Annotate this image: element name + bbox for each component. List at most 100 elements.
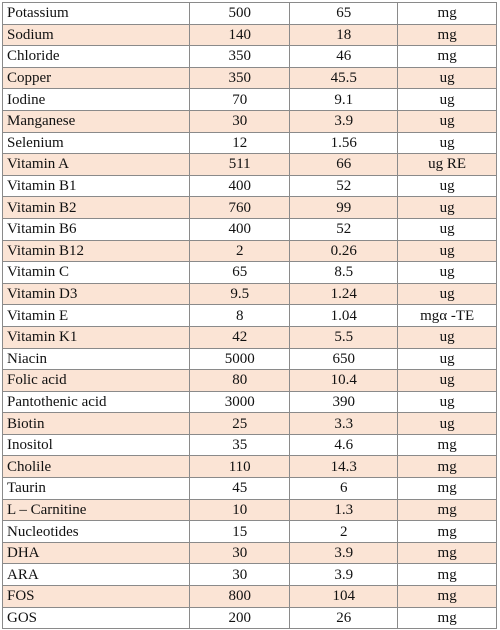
nutrient-name-cell: Sodium bbox=[1, 23, 191, 47]
amount-value-cell: 70 bbox=[189, 88, 291, 111]
per-100-value-cell: 1.56 bbox=[289, 131, 399, 155]
table-row: Manganese 30 3.9 ug bbox=[1, 109, 497, 133]
per-100-value-cell: 650 bbox=[289, 347, 399, 371]
nutrient-name-cell: Nucleotides bbox=[1, 520, 191, 543]
per-100-value-cell: 1.3 bbox=[289, 498, 399, 522]
amount-value-cell: 511 bbox=[189, 153, 291, 176]
nutrient-name-cell: Vitamin D3 bbox=[1, 282, 191, 306]
amount-value-cell: 2 bbox=[189, 239, 291, 263]
nutrient-name-cell: Folic acid bbox=[1, 369, 191, 392]
unit-cell: mg bbox=[397, 563, 497, 587]
nutrient-name-cell: Vitamin A bbox=[1, 153, 191, 176]
per-100-value-cell: 18 bbox=[289, 23, 399, 47]
table-row: Pantothenic acid 3000 390 ug bbox=[1, 390, 497, 414]
table-row: FOS 800 104 mg bbox=[1, 585, 497, 608]
unit-cell: mg bbox=[397, 477, 497, 500]
amount-value-cell: 10 bbox=[189, 498, 291, 522]
unit-cell: mg bbox=[397, 433, 497, 457]
amount-value-cell: 5000 bbox=[189, 347, 291, 371]
table-row: Vitamin B1 400 52 ug bbox=[1, 174, 497, 198]
amount-value-cell: 350 bbox=[189, 45, 291, 68]
amount-value-cell: 30 bbox=[189, 109, 291, 133]
amount-value-cell: 400 bbox=[189, 217, 291, 241]
amount-value-cell: 9.5 bbox=[189, 282, 291, 306]
nutrient-name-cell: Cholile bbox=[1, 455, 191, 479]
per-100-value-cell: 66 bbox=[289, 153, 399, 176]
nutrient-name-cell: Vitamin K1 bbox=[1, 325, 191, 349]
per-100-value-cell: 10.4 bbox=[289, 369, 399, 392]
table-row: Inositol 35 4.6 mg bbox=[1, 433, 497, 457]
per-100-value-cell: 104 bbox=[289, 585, 399, 608]
amount-value-cell: 500 bbox=[189, 2, 291, 25]
table-row: Chloride 350 46 mg bbox=[1, 45, 497, 68]
table-row: L – Carnitine 10 1.3 mg bbox=[1, 498, 497, 522]
nutrient-name-cell: Chloride bbox=[1, 45, 191, 68]
per-100-value-cell: 52 bbox=[289, 174, 399, 198]
amount-value-cell: 15 bbox=[189, 520, 291, 543]
nutrient-name-cell: Vitamin B12 bbox=[1, 239, 191, 263]
unit-cell: ug bbox=[397, 369, 497, 392]
amount-value-cell: 45 bbox=[189, 477, 291, 500]
nutrient-name-cell: L – Carnitine bbox=[1, 498, 191, 522]
table-row: Vitamin A 511 66 ug RE bbox=[1, 153, 497, 176]
table-row: DHA 30 3.9 mg bbox=[1, 541, 497, 565]
per-100-value-cell: 3.9 bbox=[289, 563, 399, 587]
unit-cell: mg bbox=[397, 541, 497, 565]
unit-cell: ug bbox=[397, 390, 497, 414]
nutrient-name-cell: Inositol bbox=[1, 433, 191, 457]
nutrient-name-cell: DHA bbox=[1, 541, 191, 565]
amount-value-cell: 35 bbox=[189, 433, 291, 457]
unit-cell: mg bbox=[397, 23, 497, 47]
table-row: Copper 350 45.5 ug bbox=[1, 66, 497, 90]
table-row: Vitamin K1 42 5.5 ug bbox=[1, 325, 497, 349]
table-row: Vitamin D3 9.5 1.24 ug bbox=[1, 282, 497, 306]
table-row: Vitamin B2 760 99 ug bbox=[1, 196, 497, 219]
per-100-value-cell: 3.3 bbox=[289, 412, 399, 435]
nutrient-name-cell: Vitamin E bbox=[1, 304, 191, 327]
table-row: ARA 30 3.9 mg bbox=[1, 563, 497, 587]
nutrient-name-cell: Vitamin B2 bbox=[1, 196, 191, 219]
unit-cell: mg bbox=[397, 455, 497, 479]
per-100-value-cell: 2 bbox=[289, 520, 399, 543]
amount-value-cell: 760 bbox=[189, 196, 291, 219]
nutrient-name-cell: Vitamin B1 bbox=[1, 174, 191, 198]
unit-cell: ug bbox=[397, 325, 497, 349]
table-row: Cholile 110 14.3 mg bbox=[1, 455, 497, 479]
nutrient-name-cell: Niacin bbox=[1, 347, 191, 371]
per-100-value-cell: 46 bbox=[289, 45, 399, 68]
unit-cell: ug bbox=[397, 196, 497, 219]
unit-cell: ug bbox=[397, 174, 497, 198]
unit-cell: ug bbox=[397, 109, 497, 133]
nutrient-name-cell: Biotin bbox=[1, 412, 191, 435]
per-100-value-cell: 9.1 bbox=[289, 88, 399, 111]
table-row: Selenium 12 1.56 ug bbox=[1, 131, 497, 155]
table-row: Vitamin E 8 1.04 mgα -TE bbox=[1, 304, 497, 327]
nutrient-name-cell: Pantothenic acid bbox=[1, 390, 191, 414]
unit-cell: ug bbox=[397, 239, 497, 263]
per-100-value-cell: 5.5 bbox=[289, 325, 399, 349]
nutrient-name-cell: Potassium bbox=[1, 2, 191, 25]
nutrient-name-cell: ARA bbox=[1, 563, 191, 587]
per-100-value-cell: 390 bbox=[289, 390, 399, 414]
per-100-value-cell: 0.26 bbox=[289, 239, 399, 263]
amount-value-cell: 25 bbox=[189, 412, 291, 435]
table-row: Taurin 45 6 mg bbox=[1, 477, 497, 500]
table-row: Vitamin B12 2 0.26 ug bbox=[1, 239, 497, 263]
per-100-value-cell: 99 bbox=[289, 196, 399, 219]
amount-value-cell: 3000 bbox=[189, 390, 291, 414]
unit-cell: mg bbox=[397, 498, 497, 522]
per-100-value-cell: 14.3 bbox=[289, 455, 399, 479]
per-100-value-cell: 8.5 bbox=[289, 261, 399, 284]
amount-value-cell: 800 bbox=[189, 585, 291, 608]
unit-cell: ug bbox=[397, 88, 497, 111]
unit-cell: ug RE bbox=[397, 153, 497, 176]
amount-value-cell: 30 bbox=[189, 541, 291, 565]
per-100-value-cell: 4.6 bbox=[289, 433, 399, 457]
table-row: Vitamin B6 400 52 ug bbox=[1, 217, 497, 241]
nutrient-name-cell: FOS bbox=[1, 585, 191, 608]
table-row: Nucleotides 15 2 mg bbox=[1, 520, 497, 543]
unit-cell: ug bbox=[397, 347, 497, 371]
table-row: Folic acid 80 10.4 ug bbox=[1, 369, 497, 392]
nutrient-name-cell: Manganese bbox=[1, 109, 191, 133]
